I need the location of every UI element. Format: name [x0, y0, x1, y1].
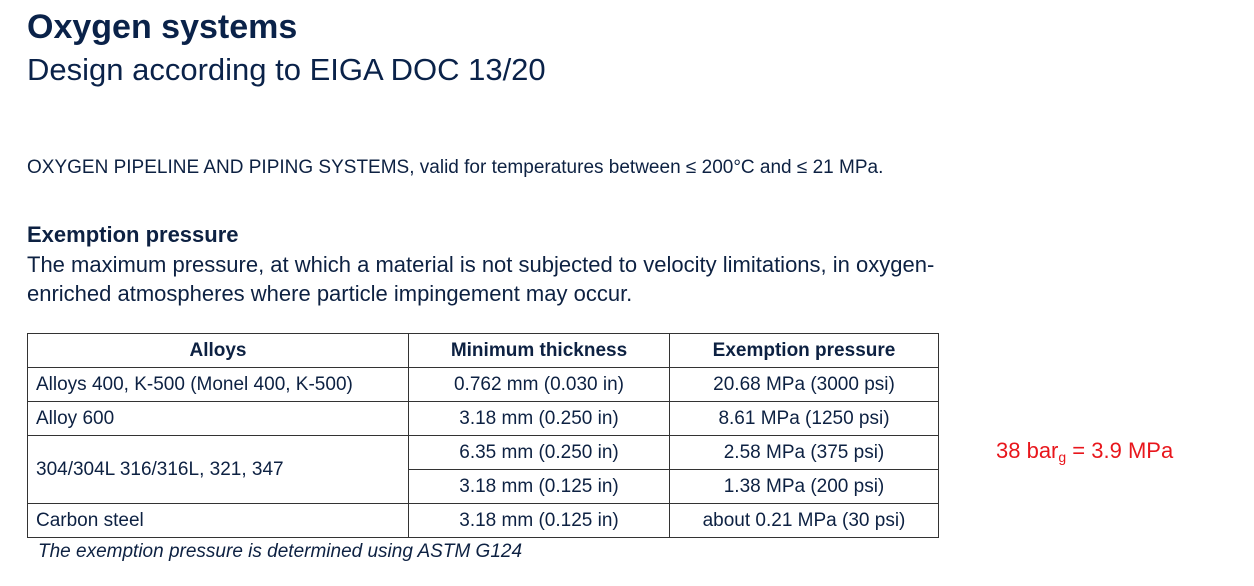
table-row: 3.18 mm (0.125 in) 1.38 MPa (200 psi)	[28, 469, 939, 504]
alloy-cell: 304/304L 316/316L, 321, 347	[27, 435, 409, 504]
table-row: 304/304L 316/316L, 321, 347 6.35 mm (0.2…	[27, 435, 939, 504]
column-header-alloys: Alloys	[27, 333, 409, 368]
table-row: Alloys 400, K-500 (Monel 400, K-500) 0.7…	[27, 367, 939, 402]
exemption-heading: Exemption pressure	[27, 222, 239, 247]
table-footnote: The exemption pressure is determined usi…	[38, 541, 523, 562]
conversion-result: = 3.9 MPa	[1066, 438, 1174, 463]
conversion-subscript: g	[1058, 449, 1067, 465]
column-header-exemption-pressure: Exemption pressure	[669, 333, 939, 368]
pressure-cell: 1.38 MPa (200 psi)	[669, 469, 939, 504]
exemption-description: The maximum pressure, at which a materia…	[27, 252, 935, 306]
exemption-table: Alloys Minimum thickness Exemption press…	[27, 333, 939, 538]
page-title: Oxygen systems	[27, 8, 298, 46]
thickness-cell: 3.18 mm (0.250 in)	[408, 401, 670, 436]
thickness-cell: 6.35 mm (0.250 in)	[408, 435, 670, 470]
pressure-cell: 8.61 MPa (1250 psi)	[669, 401, 939, 436]
table-row: Carbon steel 3.18 mm (0.125 in) about 0.…	[27, 503, 939, 538]
pressure-cell: about 0.21 MPa (30 psi)	[669, 503, 939, 538]
thickness-cell: 3.18 mm (0.125 in)	[408, 469, 670, 504]
page-subtitle: Design according to EIGA DOC 13/20	[27, 52, 546, 87]
conversion-value: 38 bar	[996, 438, 1059, 463]
pressure-conversion-note: 38 barg = 3.9 MPa	[996, 438, 1173, 465]
alloy-cell: Alloys 400, K-500 (Monel 400, K-500)	[27, 367, 409, 402]
table-header-row: Alloys Minimum thickness Exemption press…	[27, 333, 939, 368]
column-header-minimum-thickness: Minimum thickness	[408, 333, 670, 368]
thickness-cell: 0.762 mm (0.030 in)	[408, 367, 670, 402]
table-row: Alloy 600 3.18 mm (0.250 in) 8.61 MPa (1…	[27, 401, 939, 436]
pressure-cell: 20.68 MPa (3000 psi)	[669, 367, 939, 402]
pressure-cell: 2.58 MPa (375 psi)	[669, 435, 939, 470]
alloy-cell: Carbon steel	[27, 503, 409, 538]
scope-text: OXYGEN PIPELINE AND PIPING SYSTEMS, vali…	[27, 157, 884, 178]
alloy-cell: Alloy 600	[27, 401, 409, 436]
thickness-cell: 3.18 mm (0.125 in)	[408, 503, 670, 538]
